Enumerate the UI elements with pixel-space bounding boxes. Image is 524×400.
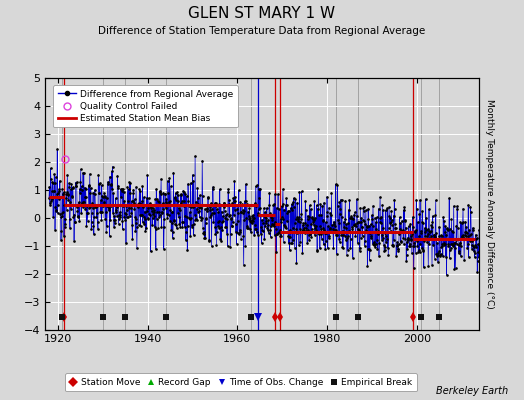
Legend: Difference from Regional Average, Quality Control Failed, Estimated Station Mean: Difference from Regional Average, Qualit… — [53, 85, 238, 127]
Text: GLEN ST MARY 1 W: GLEN ST MARY 1 W — [189, 6, 335, 21]
Legend: Station Move, Record Gap, Time of Obs. Change, Empirical Break: Station Move, Record Gap, Time of Obs. C… — [66, 374, 417, 392]
Text: Difference of Station Temperature Data from Regional Average: Difference of Station Temperature Data f… — [99, 26, 425, 36]
Text: Berkeley Earth: Berkeley Earth — [436, 386, 508, 396]
Y-axis label: Monthly Temperature Anomaly Difference (°C): Monthly Temperature Anomaly Difference (… — [485, 99, 494, 309]
